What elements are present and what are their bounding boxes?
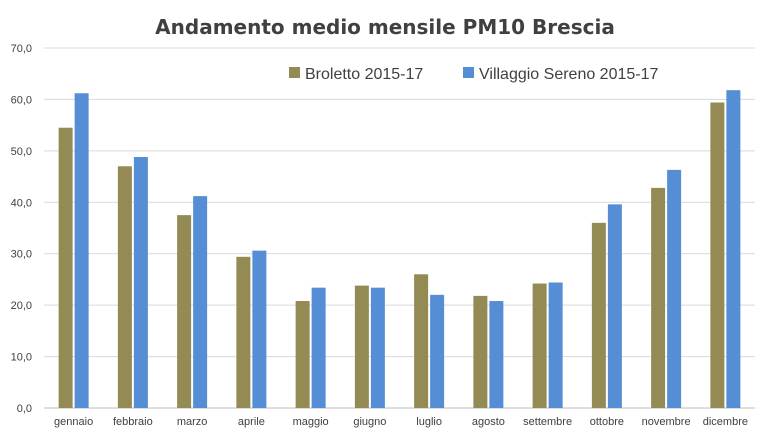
x-category-label: settembre bbox=[523, 416, 572, 428]
y-tick-label: 60,0 bbox=[11, 94, 32, 106]
bar-villaggio-sereno-settembre bbox=[548, 282, 563, 408]
y-tick-label: 40,0 bbox=[11, 197, 32, 209]
bar-villaggio-sereno-novembre bbox=[667, 169, 682, 408]
bar-villaggio-sereno-febbraio bbox=[133, 157, 148, 408]
bar-broletto-dicembre bbox=[710, 102, 725, 408]
x-axis-categories: gennaio febbraio marzo aprile maggio giugno lu… bbox=[54, 416, 748, 428]
legend-label: Villaggio Sereno 2015-17 bbox=[479, 66, 659, 83]
bar-broletto-marzo bbox=[177, 215, 192, 408]
x-category-label: febbraio bbox=[113, 416, 153, 428]
bar-broletto-novembre bbox=[651, 187, 666, 408]
bar-broletto-maggio bbox=[295, 301, 310, 408]
bar-broletto-gennaio bbox=[58, 127, 73, 408]
bar-villaggio-sereno-agosto bbox=[489, 301, 504, 408]
legend: Broletto 2015-17 Villaggio Sereno 2015-17 bbox=[289, 66, 659, 83]
x-category-label: novembre bbox=[642, 416, 691, 428]
chart-title: Andamento medio mensile PM10 Brescia bbox=[155, 15, 615, 39]
bar-broletto-luglio bbox=[414, 274, 429, 408]
x-category-label: ottobre bbox=[590, 416, 624, 428]
y-tick-label: 0,0 bbox=[17, 403, 32, 415]
bar-broletto-agosto bbox=[473, 295, 488, 408]
y-axis-ticks: 0,0 10,0 20,0 30,0 40,0 50,0 60,0 70,0 bbox=[11, 43, 32, 415]
x-category-label: maggio bbox=[293, 416, 329, 428]
bar-broletto-aprile bbox=[236, 256, 251, 408]
y-tick-label: 70,0 bbox=[11, 43, 32, 55]
y-tick-label: 50,0 bbox=[11, 146, 32, 158]
bar-villaggio-sereno-dicembre bbox=[726, 90, 741, 409]
x-category-label: agosto bbox=[472, 416, 505, 428]
legend-swatch bbox=[289, 67, 300, 78]
x-category-label: aprile bbox=[238, 416, 265, 428]
y-tick-label: 30,0 bbox=[11, 249, 32, 261]
y-tick-label: 10,0 bbox=[11, 352, 32, 364]
bars bbox=[58, 90, 741, 409]
x-category-label: giugno bbox=[353, 416, 386, 428]
x-category-label: marzo bbox=[177, 416, 208, 428]
x-category-label: gennaio bbox=[54, 416, 93, 428]
bar-broletto-settembre bbox=[532, 283, 547, 408]
y-tick-label: 20,0 bbox=[11, 300, 32, 312]
bar-broletto-giugno bbox=[354, 285, 369, 408]
bar-villaggio-sereno-gennaio bbox=[74, 93, 89, 408]
legend-swatch bbox=[463, 67, 474, 78]
bar-broletto-ottobre bbox=[591, 222, 606, 408]
x-category-label: luglio bbox=[416, 416, 442, 428]
bar-villaggio-sereno-marzo bbox=[193, 196, 208, 408]
grid bbox=[44, 47, 755, 409]
bar-villaggio-sereno-maggio bbox=[311, 287, 326, 408]
bar-villaggio-sereno-aprile bbox=[252, 250, 267, 408]
bar-villaggio-sereno-luglio bbox=[430, 294, 445, 408]
bar-broletto-febbraio bbox=[117, 166, 132, 408]
legend-label: Broletto 2015-17 bbox=[305, 66, 423, 83]
bar-villaggio-sereno-giugno bbox=[370, 287, 385, 408]
bar-villaggio-sereno-ottobre bbox=[607, 204, 622, 408]
x-category-label: dicembre bbox=[703, 416, 748, 428]
